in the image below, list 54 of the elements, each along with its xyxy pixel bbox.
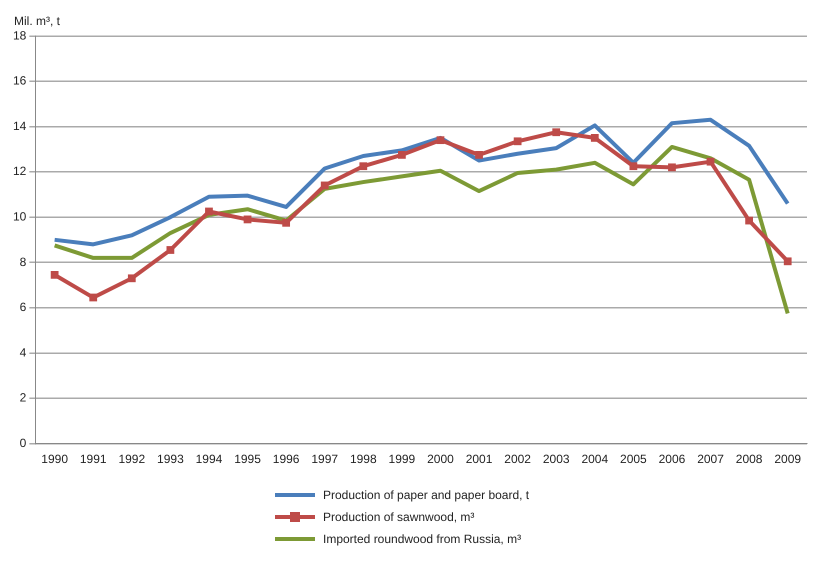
y-axis-title: Mil. m³, t: [14, 14, 60, 28]
point: [359, 162, 368, 170]
x-tick-label: 2006: [658, 452, 686, 466]
x-tick-label: 2005: [620, 452, 648, 466]
x-tick-label: 2003: [542, 452, 570, 466]
x-tick-label: 1992: [118, 452, 146, 466]
x-tick-label: 1993: [157, 452, 184, 466]
point: [784, 257, 792, 266]
point: [89, 294, 98, 302]
y-tick-label: 8: [20, 254, 27, 269]
point: [436, 136, 444, 144]
y-tick-label: 14: [12, 118, 27, 133]
y-tick-label: 16: [12, 74, 27, 88]
x-tick-label: 2004: [581, 452, 608, 466]
point: [398, 150, 406, 159]
x-tick-label: 1996: [272, 452, 300, 466]
point: [205, 208, 213, 216]
x-tick-label: 1995: [234, 452, 262, 466]
point: [282, 218, 290, 227]
x-tick-label: 1999: [388, 452, 416, 466]
x-tick-label: 1990: [41, 452, 68, 466]
point: [320, 182, 329, 190]
y-tick-label: 6: [20, 300, 27, 314]
y-tick-label: 2: [20, 390, 27, 405]
point: [590, 134, 599, 142]
x-tick-label: 1991: [80, 452, 107, 466]
x-tick-label: 2002: [504, 452, 532, 466]
point: [475, 150, 483, 159]
y-tick-label: 0: [20, 436, 27, 450]
x-tick-label: 2009: [774, 452, 802, 466]
point: [745, 216, 754, 224]
x-tick-label: 1994: [196, 452, 223, 466]
point: [668, 163, 676, 172]
point: [629, 162, 638, 170]
point: [706, 158, 714, 166]
x-tick-label: 1997: [311, 452, 338, 466]
point: [514, 137, 522, 146]
point: [244, 216, 252, 224]
legend-label: Production of paper and paper board, t: [323, 488, 530, 502]
legend-label: Imported roundwood from Russia, m³: [323, 532, 522, 546]
point: [166, 246, 174, 254]
x-tick-label: 2007: [697, 452, 724, 466]
y-tick-label: 4: [20, 345, 27, 360]
x-tick-label: 1998: [350, 452, 377, 466]
point: [50, 271, 59, 279]
x-tick-label: 2001: [466, 452, 493, 466]
point: [128, 274, 136, 282]
y-tick-label: 18: [12, 28, 27, 42]
legend-label: Production of sawnwood, m³: [323, 510, 474, 524]
y-tick-label: 10: [12, 209, 27, 224]
x-tick-label: 2008: [736, 452, 763, 466]
x-tick-label: 2000: [427, 452, 454, 466]
point: [552, 128, 560, 136]
y-tick-label: 12: [12, 164, 27, 178]
